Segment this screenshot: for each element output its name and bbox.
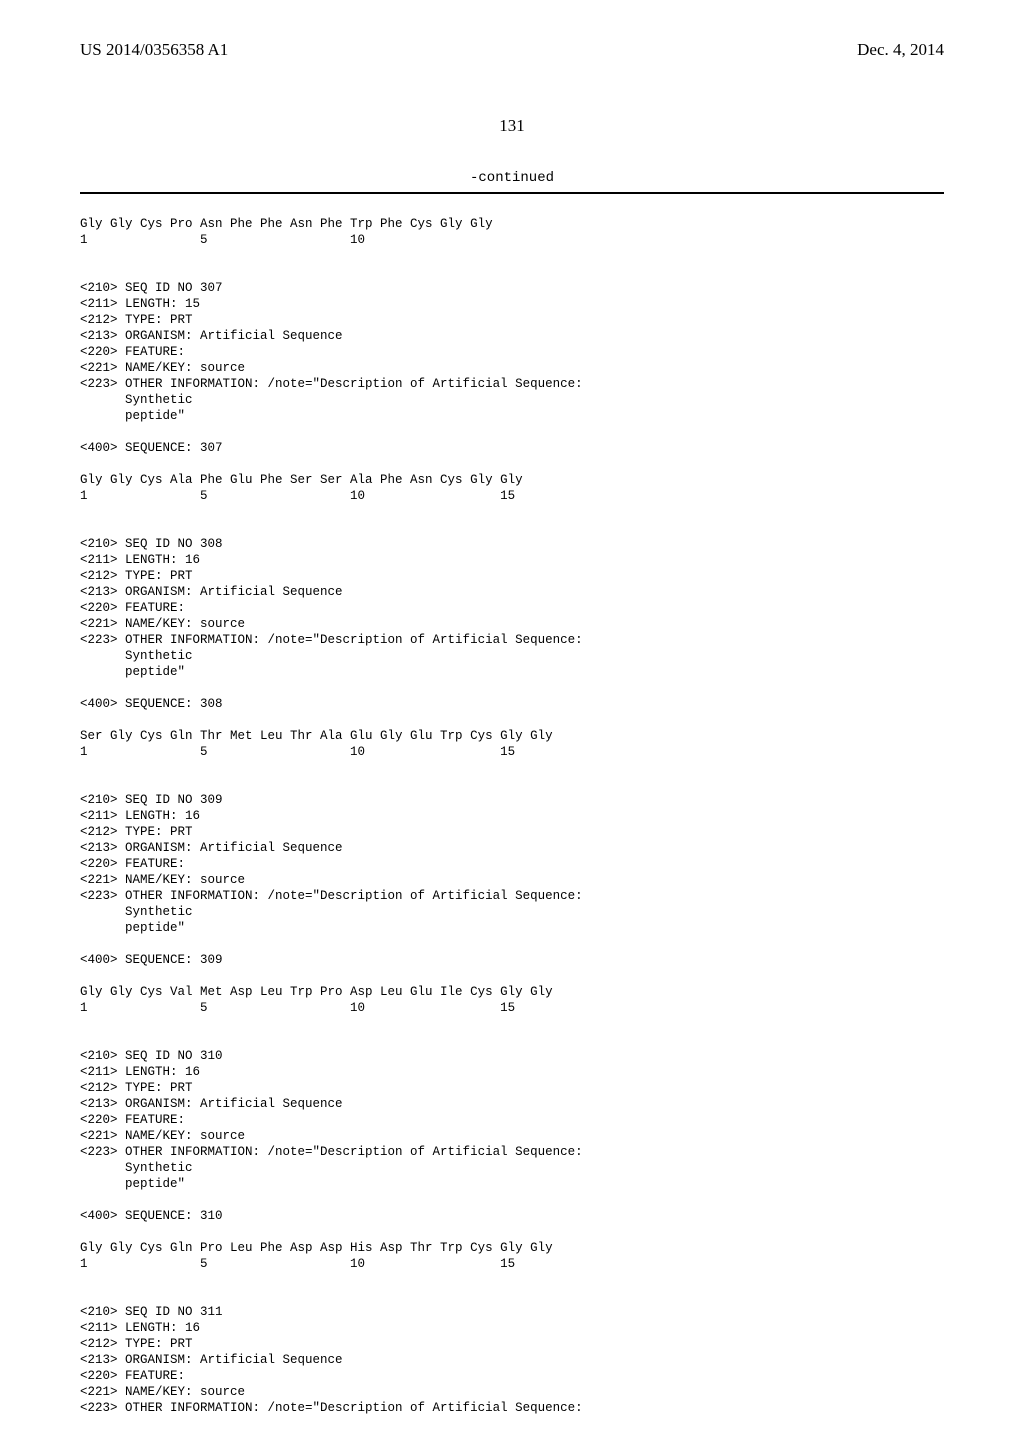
continued-label: -continued: [80, 170, 944, 186]
publication-date: Dec. 4, 2014: [857, 40, 944, 60]
page-container: US 2014/0356358 A1 Dec. 4, 2014 131 -con…: [0, 0, 1024, 1456]
sequence-listing-block: Gly Gly Cys Pro Asn Phe Phe Asn Phe Trp …: [80, 200, 944, 1416]
page-header: US 2014/0356358 A1 Dec. 4, 2014: [80, 40, 944, 60]
page-number: 131: [80, 116, 944, 136]
horizontal-rule: [80, 192, 944, 194]
publication-number: US 2014/0356358 A1: [80, 40, 228, 60]
